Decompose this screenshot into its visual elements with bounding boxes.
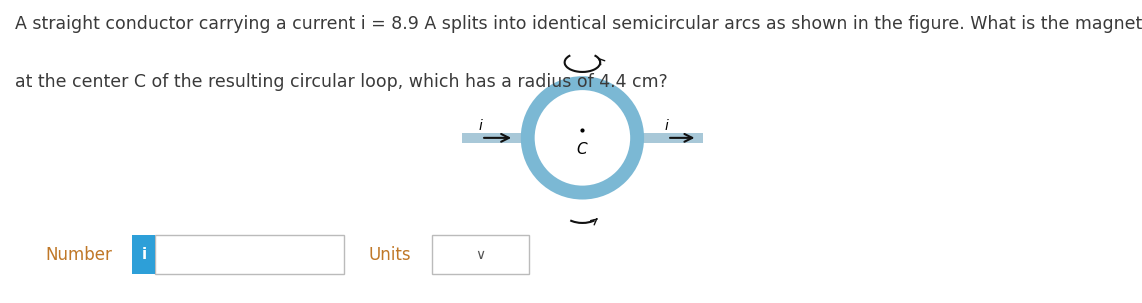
Text: Units: Units [369,245,411,264]
Bar [637,133,702,143]
Text: ∨: ∨ [475,248,485,261]
FancyBboxPatch shape [132,235,155,274]
Text: $i$: $i$ [665,118,670,133]
FancyBboxPatch shape [155,235,344,274]
Text: i: i [142,247,146,262]
Bar [463,133,528,143]
FancyBboxPatch shape [432,235,529,274]
Text: $i$: $i$ [478,118,484,133]
Text: A straight conductor carrying a current i = 8.9 A splits into identical semicirc: A straight conductor carrying a current … [15,15,1142,33]
Text: at the center C of the resulting circular loop, which has a radius of 4.4 cm?: at the center C of the resulting circula… [15,73,668,91]
Text: Number: Number [46,245,113,264]
Text: $C$: $C$ [576,141,589,157]
